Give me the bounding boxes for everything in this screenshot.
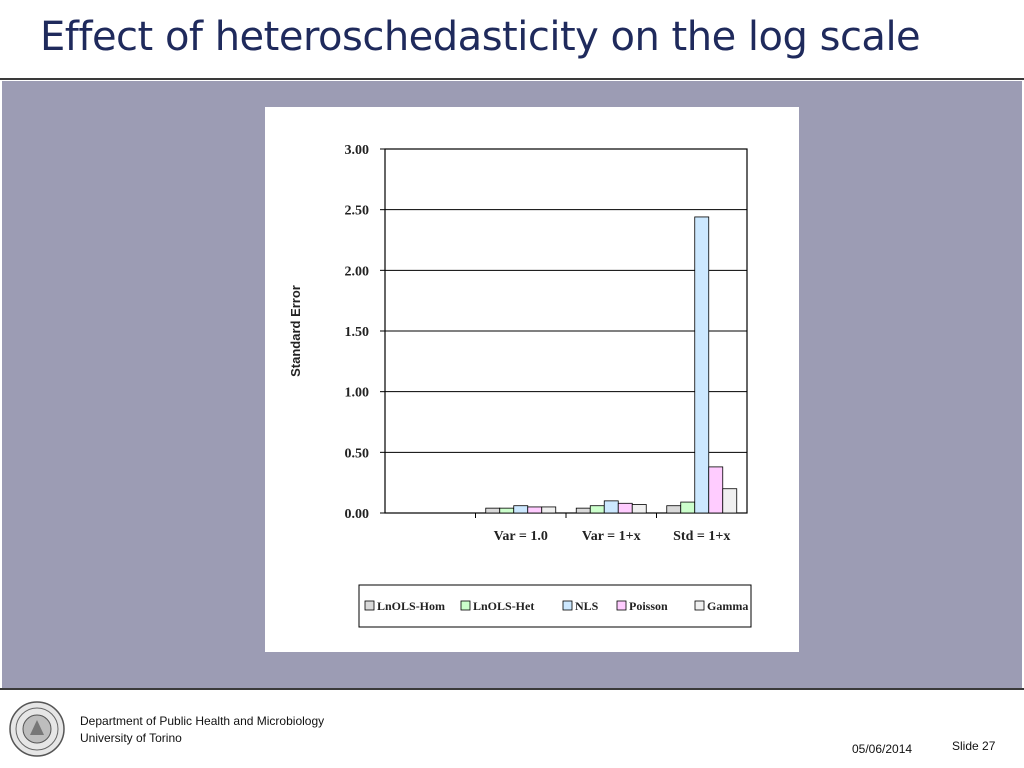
legend-box xyxy=(358,584,752,628)
legend-swatch xyxy=(562,600,573,611)
bar xyxy=(722,488,738,514)
x-category-label: Var = 1.0 xyxy=(494,529,548,544)
title-divider xyxy=(0,78,1024,80)
legend-label: Poisson xyxy=(629,599,668,613)
bar xyxy=(708,466,724,514)
footer-divider xyxy=(0,688,1024,690)
y-tick-label: 3.00 xyxy=(345,143,370,158)
legend-label: LnOLS-Hom xyxy=(377,599,445,613)
bar xyxy=(527,506,543,514)
y-tick-label: 0.50 xyxy=(345,446,370,461)
y-tick-label: 2.00 xyxy=(345,264,370,279)
bar xyxy=(680,501,696,514)
bar xyxy=(603,500,619,514)
bar xyxy=(499,507,515,514)
legend-label: NLS xyxy=(575,599,599,613)
legend-swatch xyxy=(616,600,627,611)
legend-label: Gamma xyxy=(707,599,748,613)
bar xyxy=(694,216,710,514)
legend-label: LnOLS-Het xyxy=(473,599,534,613)
bar xyxy=(541,506,557,514)
y-tick-label: 0.00 xyxy=(345,507,370,522)
bar xyxy=(666,505,682,514)
y-tick-label: 1.00 xyxy=(345,386,370,401)
legend-swatch xyxy=(460,600,471,611)
footer-university: University of Torino xyxy=(80,731,182,745)
y-tick-label: 1.50 xyxy=(345,325,370,340)
footer-slide-number: Slide 27 xyxy=(952,739,996,753)
bar xyxy=(575,507,591,514)
x-category-label: Std = 1+x xyxy=(673,529,730,544)
bar xyxy=(513,505,529,514)
bar xyxy=(631,504,647,514)
bar xyxy=(485,507,501,514)
legend-swatch xyxy=(364,600,375,611)
bar-chart: 0.00 0.50 1.00 1.50 2.00 2.50 3.00 Var = 1.0 Va… xyxy=(265,107,799,652)
plot-area-border xyxy=(384,148,748,514)
x-category-label: Var = 1+x xyxy=(582,529,641,544)
legend-swatch xyxy=(694,600,705,611)
footer-date: 05/06/2014 xyxy=(852,742,913,756)
y-axis-label: Standard Error xyxy=(288,285,303,377)
bar xyxy=(617,502,633,514)
bar xyxy=(589,505,605,514)
y-tick-label: 2.50 xyxy=(345,204,370,219)
chart-background xyxy=(265,107,799,652)
footer-department: Department of Public Health and Microbio… xyxy=(80,714,325,728)
university-seal-logo xyxy=(9,701,65,757)
slide-title: Effect of heteroschedasticity on the log… xyxy=(40,14,921,60)
